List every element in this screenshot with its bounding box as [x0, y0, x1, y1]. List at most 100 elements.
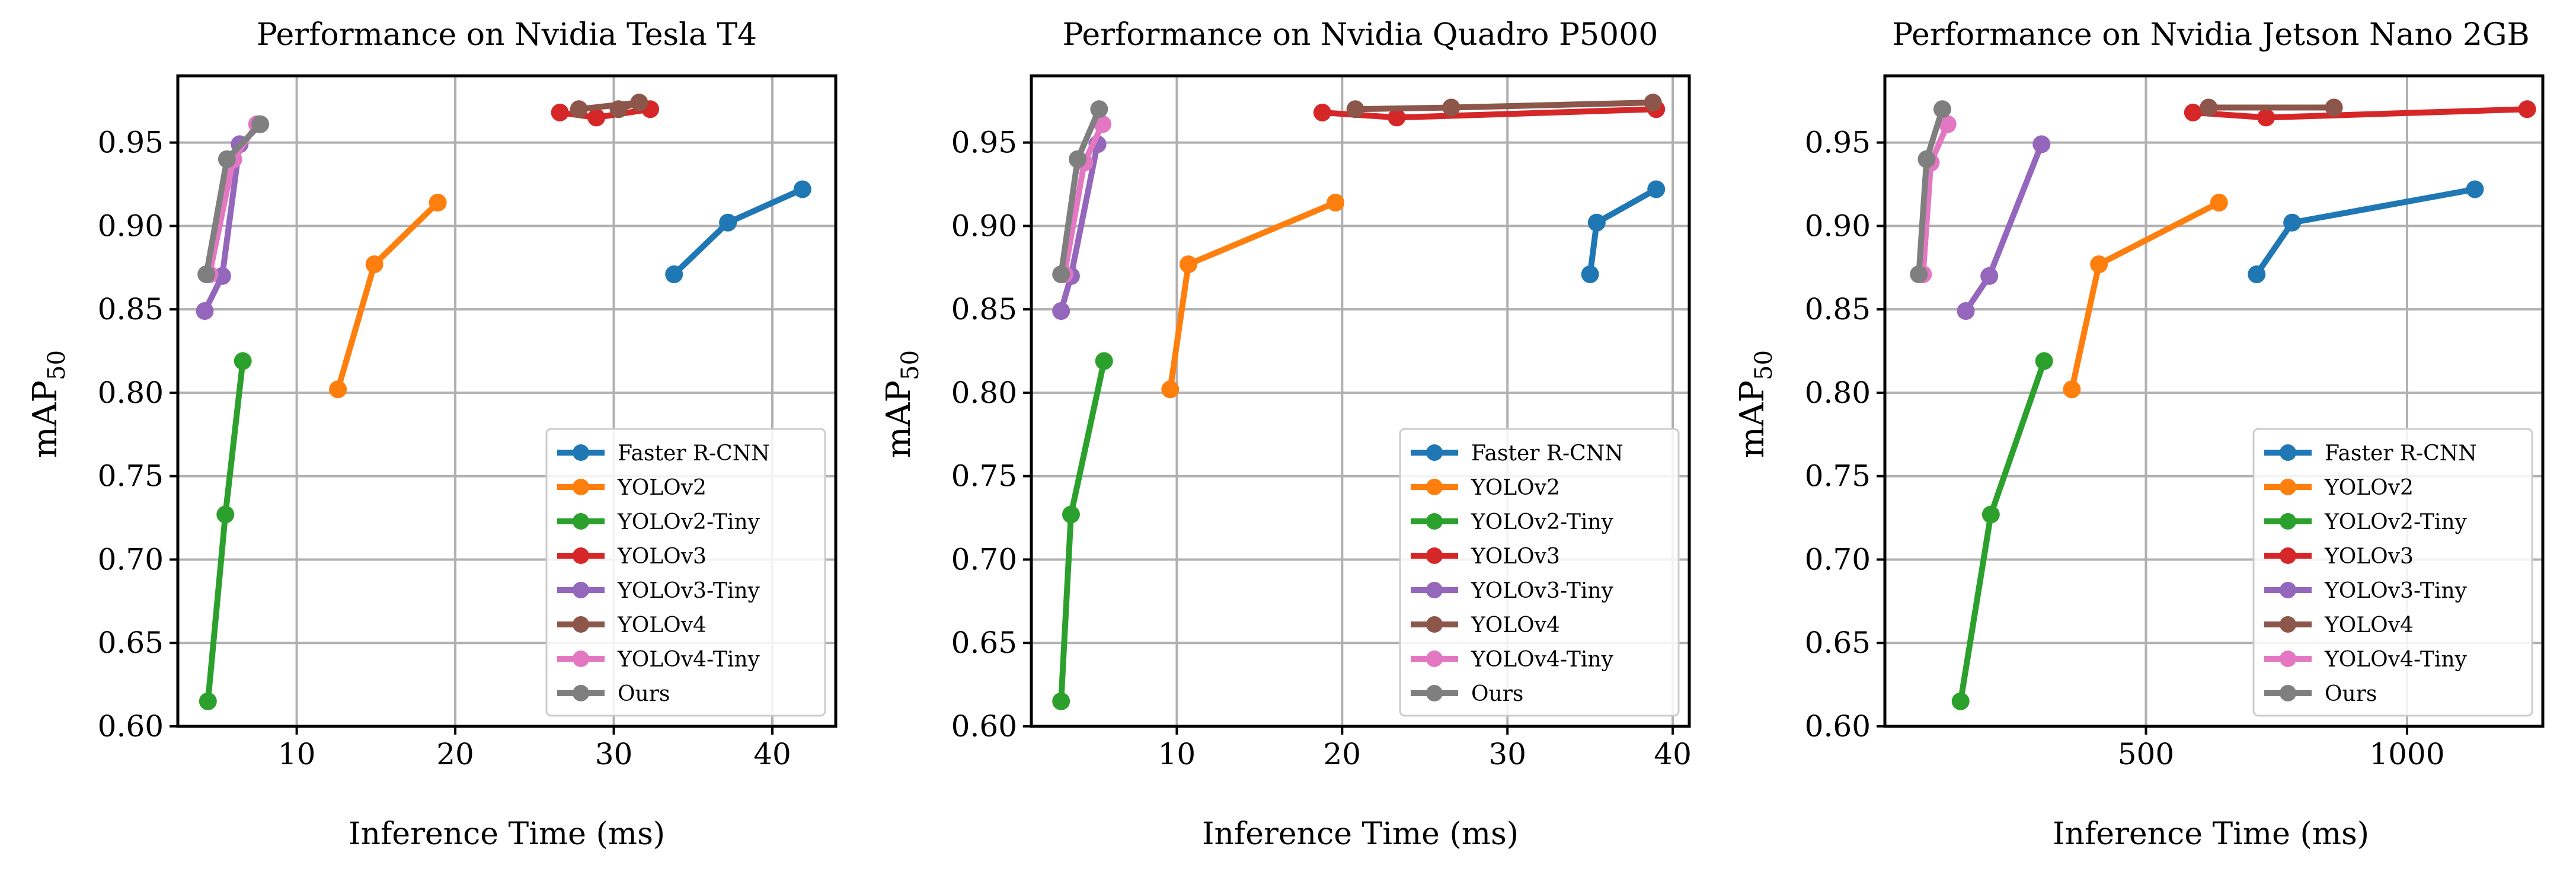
- data-point: [365, 255, 383, 274]
- data-point: [1951, 692, 1970, 710]
- y-tick-label: 0.70: [98, 542, 164, 576]
- data-point: [234, 352, 252, 370]
- legend: Faster R-CNN YOLOv2 YOLOv2-Tiny YOLOv3 YOLOv…: [2252, 428, 2533, 717]
- legend-label: YOLOv3: [617, 544, 707, 569]
- chart-title: Performance on Nvidia Tesla T4: [257, 17, 757, 53]
- series-line: [1957, 358, 2047, 704]
- data-point: [1910, 265, 1928, 284]
- data-point: [1179, 255, 1197, 274]
- y-tick-label: 0.80: [98, 376, 164, 410]
- legend-label: YOLOv2: [617, 476, 707, 500]
- plot-areas: 10 20 30 40 0.60 0.65 0.70 0.75 0.80 0.85 0.90 0.95…: [98, 74, 2545, 771]
- data-point: [2283, 213, 2302, 232]
- data-point: [2063, 380, 2081, 399]
- legend-label: YOLOv2-Tiny: [2324, 510, 2468, 534]
- legend-swatch-marker: [2280, 616, 2296, 633]
- series-line: [1587, 186, 1660, 278]
- data-point: [719, 213, 737, 232]
- data-point: [329, 380, 347, 399]
- y-axis-label: mAP50: [880, 350, 924, 458]
- data-point: [1052, 692, 1070, 710]
- legend-label: YOLOv4: [617, 613, 707, 637]
- data-point: [1933, 100, 1951, 118]
- x-tick-label: 30: [595, 737, 633, 771]
- y-tick-label: 0.60: [1805, 709, 1871, 744]
- data-point: [1980, 267, 1999, 285]
- y-tick-label: 0.90: [1805, 209, 1871, 243]
- x-tick-label: 20: [1324, 737, 1361, 771]
- series-line: [204, 358, 246, 704]
- legend-label: Faster R-CNN: [618, 441, 770, 466]
- series-line: [671, 186, 806, 278]
- x-tick-label: 10: [1158, 737, 1196, 771]
- series-line: [1058, 358, 1107, 704]
- data-point: [216, 505, 235, 524]
- data-point: [2325, 98, 2343, 117]
- y-tick-label: 0.65: [951, 626, 1017, 660]
- series-faster-r-cnn: [665, 180, 811, 284]
- data-point: [1327, 193, 1345, 212]
- y-tick-label: 0.95: [1805, 126, 1871, 160]
- data-point: [199, 692, 217, 710]
- data-point: [2200, 98, 2218, 117]
- legend-box: [2252, 428, 2533, 717]
- legend-swatch-marker: [1426, 582, 1443, 598]
- legend-swatch-marker: [1426, 685, 1443, 701]
- data-point: [218, 150, 236, 168]
- data-point: [2090, 255, 2108, 274]
- legend-label: YOLOv3-Tiny: [1471, 579, 1614, 603]
- data-point: [570, 100, 588, 118]
- axes-frame: [1883, 74, 2545, 728]
- legend-label: Faster R-CNN: [1471, 441, 1623, 466]
- data-point: [609, 100, 628, 118]
- legend-swatch-marker: [573, 616, 589, 633]
- x-tick-label: 20: [436, 737, 474, 771]
- data-point: [197, 265, 216, 284]
- legend-swatch-marker: [573, 582, 589, 598]
- series-yolov4: [2200, 98, 2343, 117]
- data-point: [2257, 108, 2275, 127]
- legend-label: YOLOv2: [1471, 476, 1560, 500]
- legend-swatch-marker: [573, 547, 589, 564]
- data-point: [1938, 115, 1957, 133]
- legend-box: [1399, 428, 1680, 717]
- data-point: [1587, 213, 1606, 232]
- data-point: [2466, 180, 2484, 198]
- legend-swatch-marker: [573, 651, 589, 667]
- data-point: [1093, 115, 1111, 133]
- legend-swatch-marker: [1426, 479, 1443, 495]
- series-line: [2254, 186, 2478, 278]
- x-axis-label: Inference Time (ms): [2053, 816, 2369, 852]
- data-point: [1346, 100, 1364, 118]
- series-ours: [1910, 100, 1951, 284]
- x-tick-label: 1000: [2369, 737, 2444, 771]
- data-point: [1442, 98, 1460, 117]
- data-point: [551, 103, 569, 121]
- legend: Faster R-CNN YOLOv2 YOLOv2-Tiny YOLOv3 YOLOv…: [545, 428, 826, 717]
- data-point: [587, 108, 606, 127]
- y-tick-label: 0.80: [1805, 376, 1871, 410]
- data-point: [1644, 94, 1662, 112]
- data-point: [1052, 265, 1070, 284]
- data-point: [2248, 265, 2266, 284]
- legend-swatch-marker: [1426, 651, 1443, 667]
- data-point: [429, 193, 447, 212]
- chart-panel-tesla-t4: Performance on Nvidia Tesla T4 mAP50 Inf…: [26, 17, 757, 852]
- series-line: [576, 100, 643, 113]
- axes-frame: [1030, 74, 1691, 728]
- series-yolov2: [1161, 193, 1345, 399]
- legend-label: YOLOv3: [1471, 544, 1560, 569]
- legend-label: YOLOv3-Tiny: [617, 579, 760, 603]
- y-tick-label: 0.75: [98, 459, 164, 494]
- series-faster-r-cnn: [2248, 180, 2484, 284]
- series-ours: [197, 115, 270, 284]
- chart-panel-jetson-nano: Performance on Nvidia Jetson Nano 2GB mA…: [1733, 17, 2530, 852]
- legend-label: YOLOv3-Tiny: [2324, 579, 2468, 603]
- y-tick-label: 0.90: [98, 209, 164, 243]
- plot-area-1: 10 20 30 40 0.60 0.65 0.70 0.75 0.80 0.85 0.90 0.95…: [951, 74, 1692, 771]
- legend-swatch-marker: [573, 444, 589, 461]
- legend-label: Faster R-CNN: [2325, 441, 2477, 466]
- legend-label: YOLOv2-Tiny: [1471, 510, 1614, 534]
- y-axis-label: mAP50: [1733, 350, 1778, 458]
- y-tick-label: 0.60: [98, 709, 164, 744]
